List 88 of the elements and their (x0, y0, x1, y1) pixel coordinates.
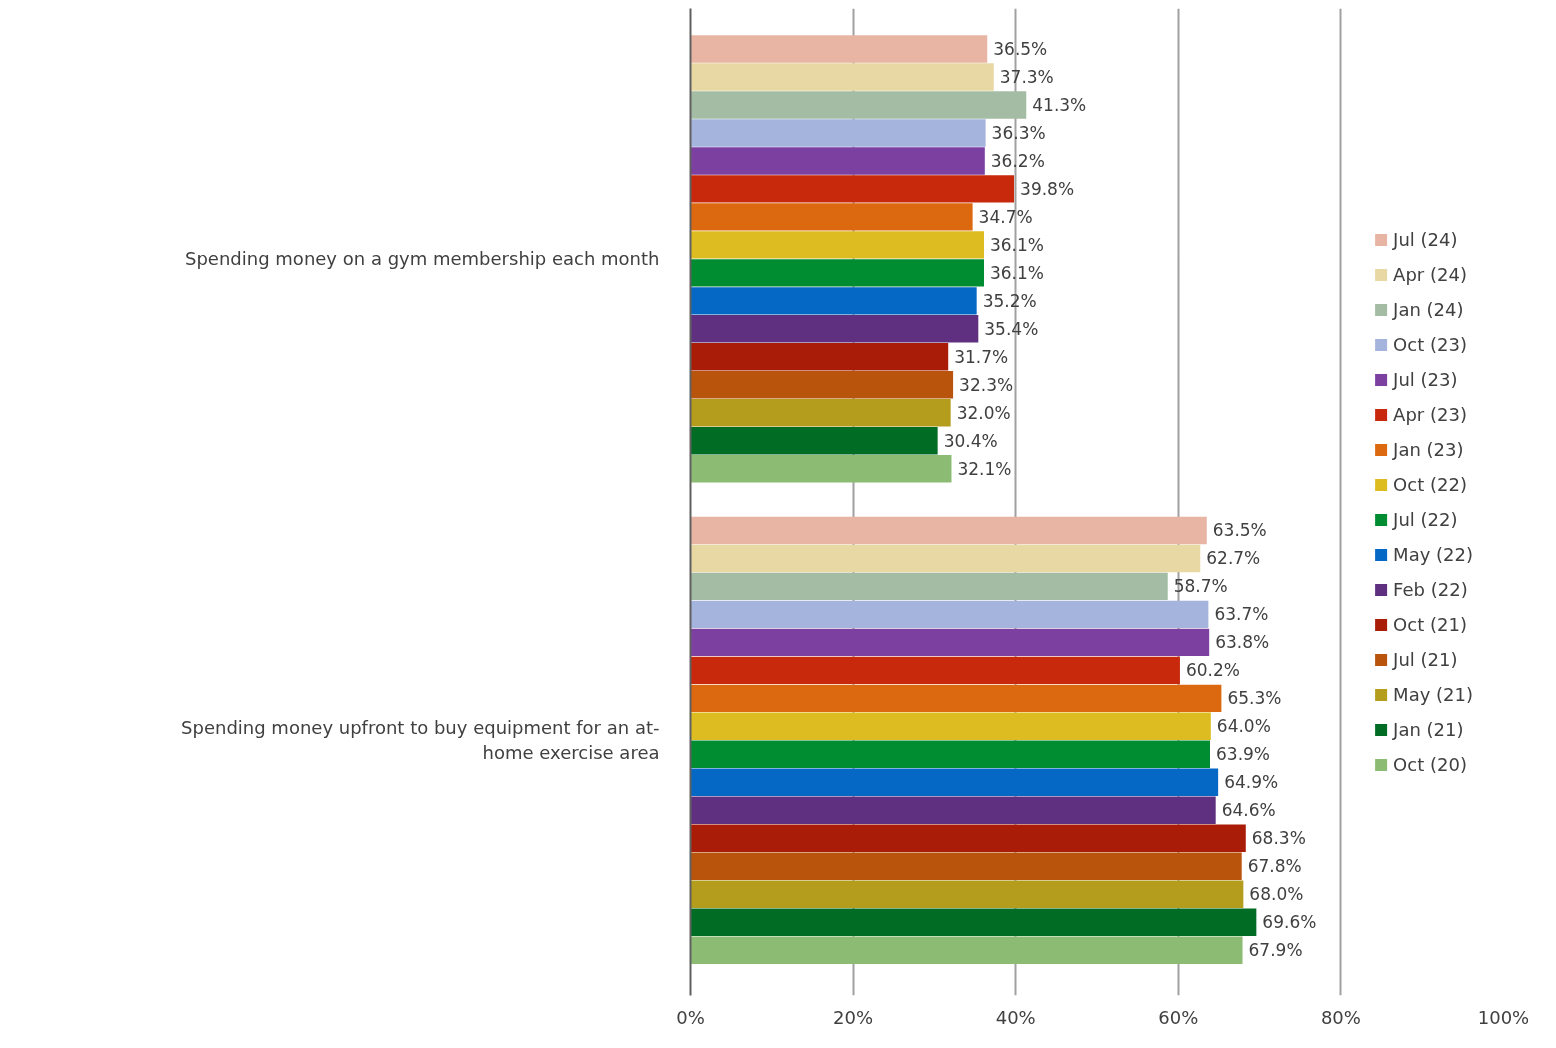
data-label: 41.3% (1032, 94, 1087, 115)
data-label: 60.2% (1185, 660, 1240, 681)
bar (690, 824, 1246, 852)
bar (690, 936, 1243, 964)
bar (690, 544, 1201, 573)
bar (690, 91, 1027, 119)
bar (690, 287, 977, 315)
data-label: 64.6% (1221, 800, 1276, 821)
x-tick-label: 100% (1477, 1006, 1530, 1028)
data-label: 36.2% (990, 150, 1045, 171)
bar (690, 740, 1211, 769)
data-label: 35.4% (984, 318, 1039, 339)
bar (690, 63, 994, 91)
data-label: 67.9% (1248, 940, 1303, 961)
bar (690, 712, 1211, 741)
data-label: 68.3% (1251, 828, 1306, 849)
y-tick-label: Spending money on a gym membership each month (185, 248, 660, 270)
data-label: 36.3% (991, 122, 1046, 143)
bar (690, 516, 1207, 545)
bar (690, 600, 1209, 629)
bar (690, 231, 984, 259)
data-label: 35.2% (982, 290, 1037, 311)
bar (690, 572, 1168, 601)
x-tick-label: 20% (833, 1006, 874, 1028)
data-label: 39.8% (1020, 178, 1075, 199)
bar (690, 768, 1219, 797)
bar (690, 371, 954, 399)
bar (690, 880, 1244, 908)
bar (690, 35, 988, 63)
data-label: 63.9% (1216, 744, 1271, 765)
data-label: 67.8% (1247, 856, 1302, 877)
data-label: 63.8% (1215, 632, 1270, 653)
x-tick-label: 80% (1320, 1006, 1361, 1028)
x-tick-label: 0% (676, 1006, 705, 1028)
data-label: 68.0% (1249, 884, 1304, 905)
bar (690, 455, 952, 483)
legend-label: Oct (22) (1393, 473, 1467, 495)
legend-label: Jul (24) (1393, 228, 1458, 250)
legend-label: Oct (23) (1393, 333, 1467, 355)
bar (690, 656, 1180, 685)
data-label: 31.7% (954, 346, 1009, 367)
data-label: 36.1% (989, 262, 1045, 283)
bar (690, 852, 1242, 880)
legend-label: May (22) (1393, 543, 1473, 565)
y-tick-label: Spending money upfront to buy equipment for an at-home exercise area (181, 717, 660, 764)
data-label: 64.0% (1216, 716, 1271, 737)
legend-label: Jul (23) (1393, 368, 1458, 390)
data-label: 63.7% (1214, 604, 1269, 625)
data-label: 36.1% (989, 234, 1045, 255)
data-label: 64.9% (1224, 772, 1279, 793)
data-label: 32.1% (957, 458, 1012, 479)
bar (690, 119, 986, 147)
legend-label: Jan (21) (1393, 718, 1464, 740)
data-label: 65.3% (1227, 688, 1282, 709)
legend-label: Oct (20) (1393, 753, 1467, 775)
bar (690, 399, 951, 427)
data-label: 37.3% (999, 66, 1054, 87)
legend-label: Apr (24) (1393, 263, 1467, 285)
bar (690, 343, 949, 371)
data-label: 58.7% (1173, 576, 1228, 597)
data-label: 62.7% (1206, 548, 1261, 569)
bar (690, 628, 1210, 657)
data-label: 32.0% (956, 402, 1011, 423)
bar (690, 908, 1257, 936)
legend-label: May (21) (1393, 683, 1473, 705)
data-label: 32.3% (959, 374, 1014, 395)
data-label: 63.5% (1212, 520, 1267, 541)
bar (690, 684, 1222, 713)
bar (690, 203, 973, 231)
legend-label: Feb (22) (1393, 578, 1468, 600)
bar (690, 147, 985, 175)
bar (690, 175, 1015, 203)
legend-label: Oct (21) (1393, 613, 1467, 635)
bar (690, 796, 1216, 824)
x-tick-label: 40% (995, 1006, 1036, 1028)
legend-label: Apr (23) (1393, 403, 1467, 425)
legend-label: Jan (24) (1393, 298, 1464, 320)
data-label: 34.7% (978, 206, 1033, 227)
legend-label: Jul (21) (1393, 648, 1458, 670)
legend-label: Jan (23) (1393, 438, 1464, 460)
bar (690, 259, 984, 287)
data-label: 30.4% (943, 430, 998, 451)
bar (690, 427, 938, 455)
data-label: 36.5% (993, 38, 1048, 59)
data-label: 69.6% (1262, 912, 1317, 933)
x-tick-label: 60% (1158, 1006, 1199, 1028)
legend-label: Jul (22) (1393, 508, 1458, 530)
bar (690, 315, 979, 343)
